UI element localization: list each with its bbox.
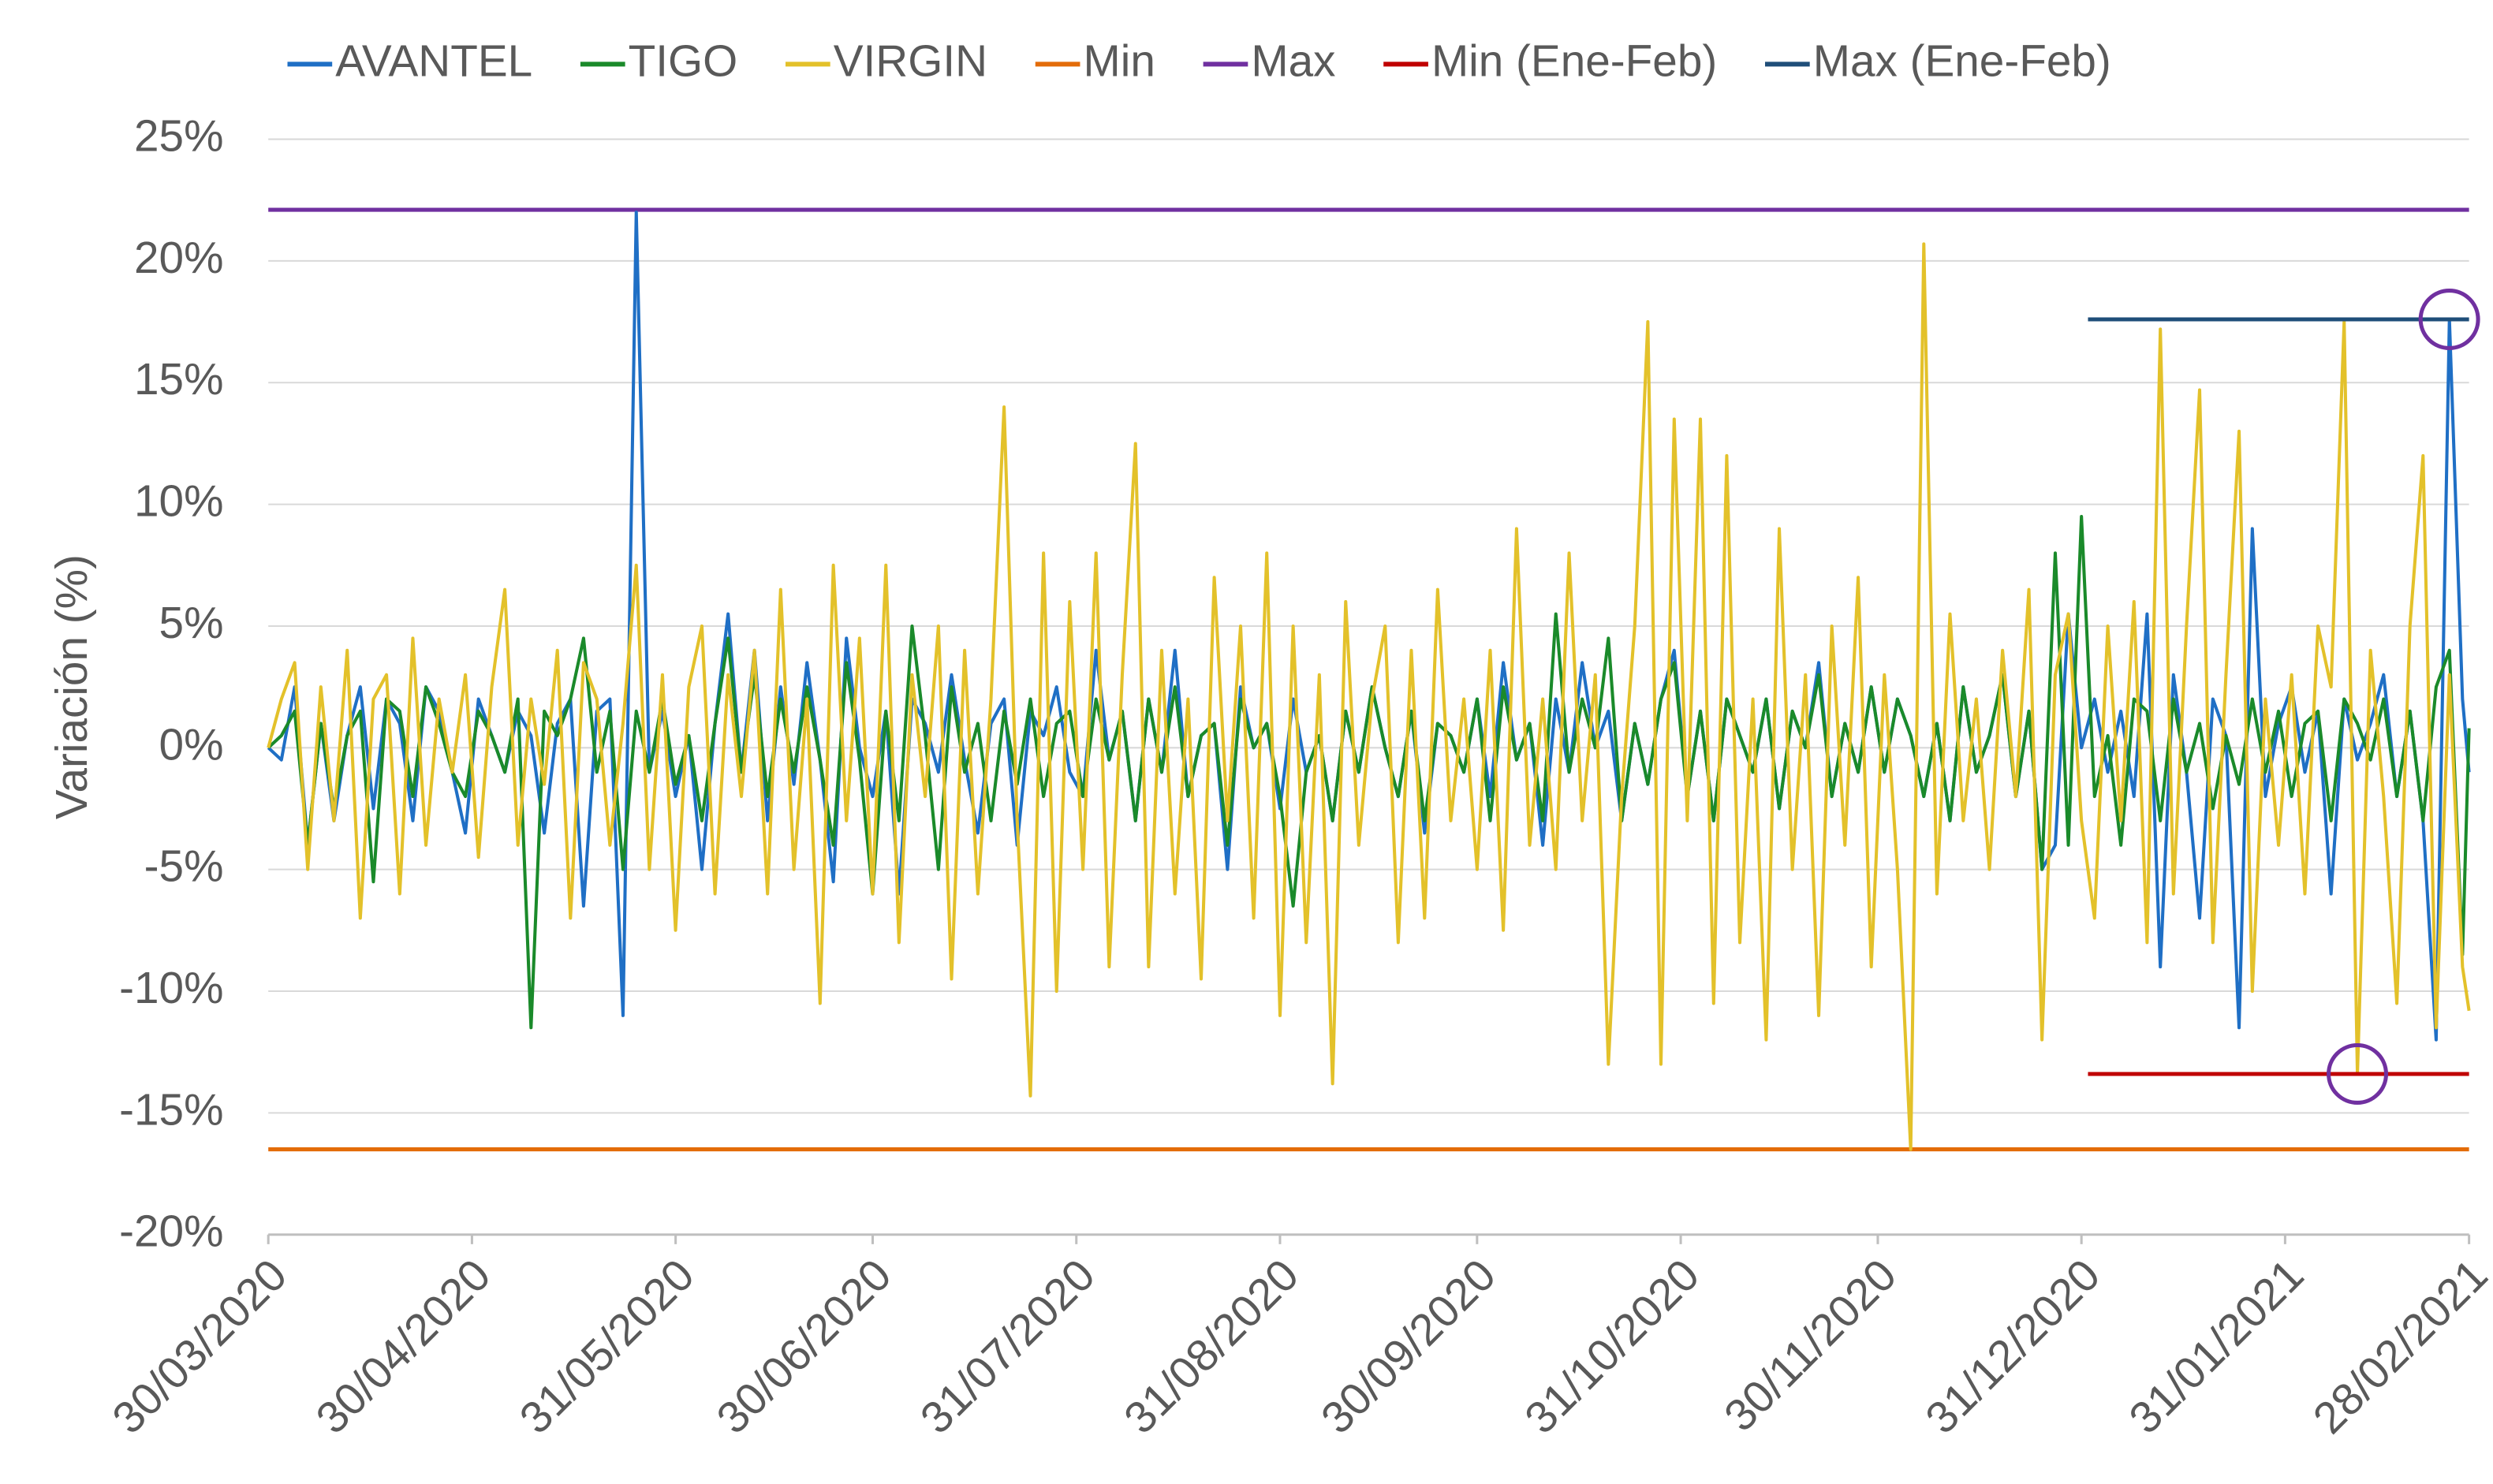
x-tick-label: 31/08/2020 (1115, 1250, 1308, 1443)
x-tick-label: 30/09/2020 (1312, 1250, 1506, 1443)
legend-label: Max (1251, 36, 1335, 86)
legend-label: Min (1084, 36, 1155, 86)
legend-label: Max (Ene-Feb) (1813, 36, 2111, 86)
series-line (267, 515, 2471, 1030)
legend-label: Min (Ene-Feb) (1431, 36, 1717, 86)
highlight-circle (2418, 289, 2480, 350)
y-axis-label: Variación (%) (47, 554, 97, 819)
x-tick-label: 31/01/2021 (2120, 1250, 2313, 1443)
x-tick-label: 31/05/2020 (510, 1250, 703, 1443)
x-tick-label: 31/07/2020 (912, 1250, 1105, 1443)
y-tick-label: -20% (119, 1207, 223, 1257)
x-tick-label: 28/02/2021 (2304, 1250, 2493, 1443)
x-tick-label: 30/03/2020 (103, 1250, 297, 1443)
series-line (267, 242, 2471, 1151)
y-tick-label: 20% (134, 233, 223, 283)
x-tick-label: 30/06/2020 (707, 1250, 901, 1443)
x-tick-label: 31/12/2020 (1916, 1250, 2110, 1443)
y-tick-label: 25% (134, 112, 223, 162)
y-tick-label: -5% (144, 842, 224, 892)
x-tick-label: 30/11/2020 (1715, 1250, 1906, 1441)
y-tick-label: -15% (119, 1085, 223, 1135)
x-tick-label: 31/10/2020 (1516, 1250, 1709, 1443)
highlight-circle (2327, 1042, 2389, 1105)
legend-label: TIGO (629, 36, 738, 86)
legend-label: AVANTEL (335, 36, 532, 86)
y-tick-label: -10% (119, 964, 223, 1013)
x-tick-label: 30/04/2020 (307, 1250, 500, 1443)
y-tick-label: 0% (159, 720, 224, 770)
legend-label: VIRGIN (834, 36, 987, 86)
y-tick-label: 10% (134, 477, 223, 527)
y-tick-label: 5% (159, 598, 224, 648)
y-tick-label: 15% (134, 355, 223, 405)
